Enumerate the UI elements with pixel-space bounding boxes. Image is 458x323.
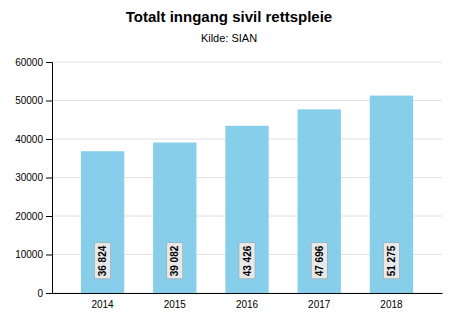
y-tick: 30000 — [15, 172, 52, 183]
x-tick: 2016 — [236, 293, 259, 310]
y-tick: 40000 — [15, 134, 52, 145]
data-label-box — [311, 243, 327, 279]
y-tick-label: 30000 — [15, 172, 43, 183]
title: Totalt inngang sivil rettspleie — [126, 8, 332, 25]
data-labels: 36 824 39 082 43 426 47 696 51 275 — [95, 243, 400, 279]
x-tick-label: 2014 — [91, 299, 114, 310]
data-label-group: 39 082 — [167, 243, 183, 279]
data-label: 43 426 — [242, 245, 253, 276]
x-tick-label: 2015 — [164, 299, 187, 310]
y-tick-label: 40000 — [15, 134, 43, 145]
x-tick: 2015 — [164, 293, 187, 310]
x-tick-label: 2017 — [308, 299, 331, 310]
y-tick-label: 20000 — [15, 211, 43, 222]
plot: 0100002000030000400005000060000201420152… — [15, 57, 442, 310]
bar — [225, 126, 268, 293]
y-tick-mark — [46, 178, 52, 179]
y-tick-label: 50000 — [15, 95, 43, 106]
data-label-box — [239, 243, 255, 279]
y-tick: 20000 — [15, 211, 52, 222]
x-axis: 2014 2015 2016 2017 2018 — [53, 293, 443, 310]
data-label: 51 275 — [386, 245, 397, 276]
data-label-box — [383, 243, 399, 279]
y-tick: 0 — [37, 288, 52, 299]
x-tick: 2017 — [308, 293, 331, 310]
x-tick: 2018 — [380, 293, 403, 310]
data-label: 47 696 — [314, 245, 325, 276]
data-label-group: 36 824 — [95, 243, 111, 279]
x-tick: 2014 — [91, 293, 114, 310]
y-tick: 10000 — [15, 249, 52, 260]
y-tick: 50000 — [15, 95, 52, 106]
data-label-group: 47 696 — [311, 243, 327, 279]
data-label-box — [167, 243, 183, 279]
y-tick-label: 10000 — [15, 249, 43, 260]
bar — [370, 96, 413, 293]
data-label-group: 51 275 — [383, 243, 399, 279]
data-label-group: 43 426 — [239, 243, 255, 279]
y-axis-line — [46, 63, 53, 294]
y-tick-mark — [46, 101, 52, 102]
subtitle: Kilde: SIAN — [201, 32, 257, 44]
y-tick-mark — [46, 139, 52, 140]
y-tick-mark — [46, 255, 52, 256]
y-axis: 0 10000 20000 30000 40000 50000 60000 — [15, 57, 52, 299]
bar — [153, 143, 196, 293]
y-tick-label: 60000 — [15, 57, 43, 68]
y-tick-mark — [46, 62, 52, 63]
data-label: 39 082 — [169, 245, 180, 276]
bar — [81, 151, 124, 293]
data-label: 36 824 — [97, 245, 108, 276]
data-label-box — [95, 243, 111, 279]
x-tick-label: 2018 — [380, 299, 403, 310]
y-tick-mark — [46, 216, 52, 217]
bars — [81, 96, 413, 293]
grid — [52, 62, 442, 293]
chart: Totalt inngang sivil rettspleie Kilde: SI… — [0, 0, 458, 323]
y-tick-label: 0 — [37, 288, 43, 299]
x-axis-line — [53, 293, 443, 294]
bar — [298, 109, 341, 293]
grid-line — [52, 62, 442, 63]
y-tick-mark — [46, 293, 52, 294]
x-tick-label: 2016 — [236, 299, 259, 310]
y-tick: 60000 — [15, 57, 52, 68]
